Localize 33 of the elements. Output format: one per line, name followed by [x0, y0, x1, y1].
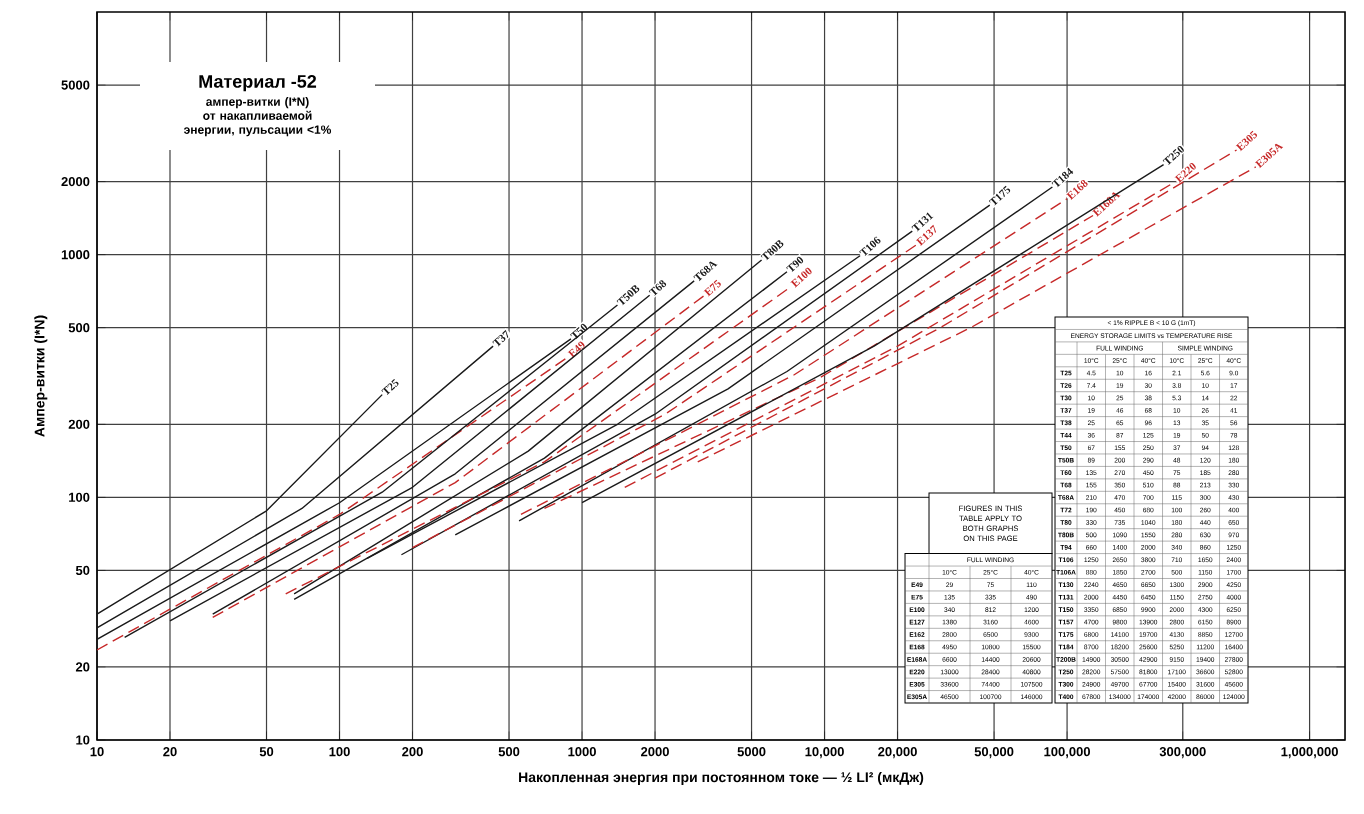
y-tick-label: 500 [68, 323, 90, 333]
y-axis-title: Ампер-витки (I*N) [34, 315, 48, 437]
y-tick-label: 10 [76, 735, 90, 745]
text: E75 [703, 279, 721, 297]
x-tick-label: 20,000 [878, 747, 917, 759]
x-tick-label: 1000 [568, 747, 596, 757]
x-tick-label: 50,000 [974, 747, 1014, 759]
x-tick-label: 10 [90, 747, 104, 757]
x-tick-label: 5000 [737, 747, 766, 757]
y-tick-label: 2000 [61, 177, 90, 187]
text: T37 [492, 330, 509, 347]
x-tick-label: 100 [329, 747, 350, 757]
y-tick-label: 20 [75, 662, 90, 672]
x-tick-label: 100,000 [1044, 747, 1091, 759]
x-tick-label: 10,000 [805, 747, 844, 759]
y-tick-label: 100 [69, 492, 90, 502]
x-tick-label: 500 [498, 747, 520, 757]
text: T25 [381, 378, 399, 395]
text: Материал -52 [199, 75, 317, 92]
y-tick-label: 200 [68, 419, 90, 429]
x-tick-label: 200 [402, 747, 423, 757]
y-tick-label: 5000 [61, 80, 90, 90]
x-axis-title: Накопленная энергия при постоянном токе — ½ LI² (мкДж) [519, 771, 924, 785]
text: ампер-витки (I*N) от накапливаемой энергии, пульсации <1% [183, 97, 332, 137]
text: E49 [567, 341, 585, 358]
x-tick-label: 20 [163, 747, 177, 757]
x-tick-label: 2000 [641, 747, 669, 757]
x-tick-label: 300,000 [1159, 747, 1206, 759]
x-tick-label: 1,000,000 [1281, 747, 1338, 759]
text: T68 [648, 280, 667, 296]
y-tick-label: 1000 [61, 250, 90, 260]
x-tick-label: 50 [259, 747, 274, 757]
y-tick-label: 50 [75, 565, 90, 575]
